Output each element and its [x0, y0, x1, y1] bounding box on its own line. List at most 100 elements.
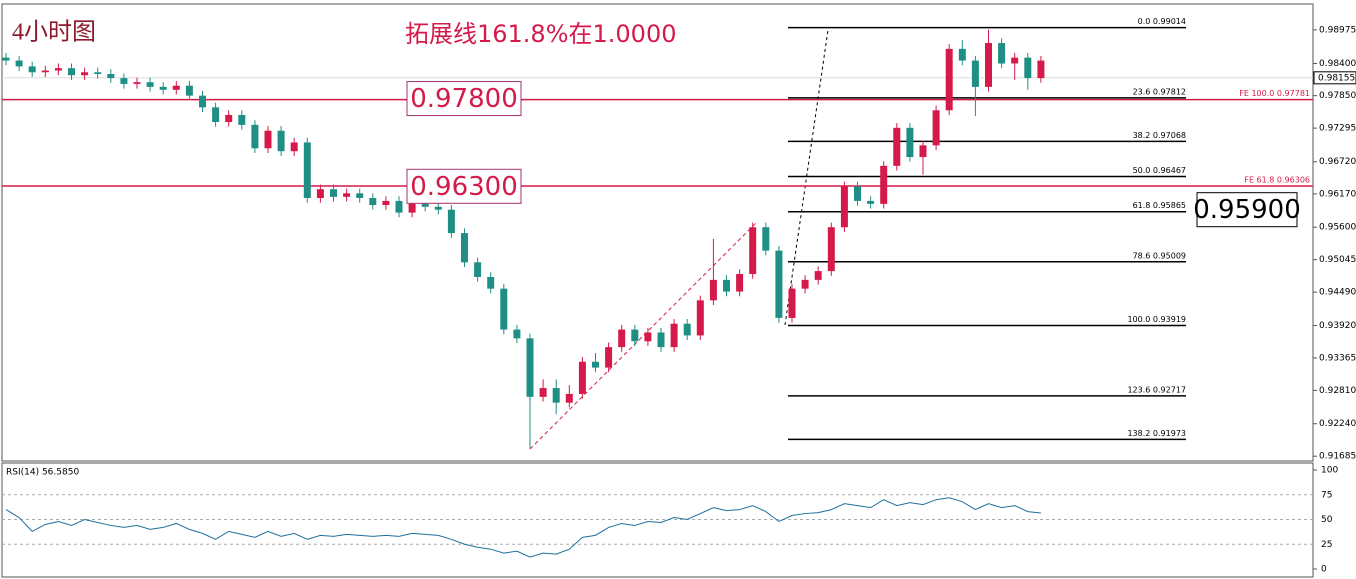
candle-body	[395, 200, 403, 213]
candle-body	[723, 279, 730, 292]
annotation-box	[406, 81, 522, 117]
candle-body	[107, 74, 115, 79]
candle-body	[1024, 57, 1032, 79]
candle-body	[605, 347, 613, 368]
candle-body	[382, 200, 390, 206]
fib-label: 0.0 0.99014	[1138, 17, 1186, 26]
rsi-label: RSI(14) 56.5850	[6, 468, 79, 478]
y-tick-label: 0.92240	[1319, 419, 1356, 429]
y-tick-label: 0.96720	[1319, 157, 1356, 167]
candle-body	[41, 70, 49, 73]
candle-body	[172, 85, 180, 90]
y-tick-label: 0.96170	[1319, 189, 1356, 199]
trend-line	[529, 221, 758, 450]
annotation-label: 0.96300	[410, 172, 518, 202]
chart-title: 4小时图	[12, 19, 96, 46]
annotation-box	[406, 168, 522, 204]
candle-body	[343, 193, 351, 197]
y-tick-label: 0.95600	[1319, 223, 1356, 233]
candle-body	[238, 114, 246, 125]
candle-body	[159, 86, 167, 90]
candle-body	[945, 48, 953, 111]
fib-label: 123.6 0.92717	[1127, 385, 1186, 394]
main-panel	[1, 3, 1314, 462]
y-tick-label: 0.93365	[1319, 353, 1356, 363]
candle-body	[854, 186, 861, 201]
candle-body	[330, 189, 337, 197]
candle-body	[958, 48, 966, 61]
fib-label: 38.2 0.97068	[1133, 131, 1186, 140]
candle-body	[81, 72, 89, 76]
candle-body	[1037, 60, 1045, 79]
annotation-label: 0.95900	[1193, 195, 1301, 225]
candle-body	[54, 68, 62, 71]
candle-body	[15, 60, 23, 67]
candle-body	[814, 271, 822, 280]
candle-body	[500, 288, 508, 330]
candle-body	[133, 82, 141, 84]
candle-body	[867, 200, 875, 204]
candle-body	[290, 142, 298, 152]
candle-body	[408, 203, 416, 213]
y-tick-label: 0.98400	[1319, 59, 1356, 69]
candle-body	[2, 57, 10, 61]
candle-body	[225, 114, 233, 122]
candle-body	[552, 388, 560, 403]
last-price-label: 0.98155	[1318, 73, 1355, 83]
candle-body	[592, 361, 599, 368]
candle-body	[840, 186, 848, 228]
candle-body	[356, 193, 364, 198]
fib-label: 78.6 0.95009	[1133, 251, 1186, 260]
candle-body	[880, 165, 888, 204]
y-tick-label: 0.98975	[1319, 25, 1356, 35]
y-tick-label: 100	[1321, 466, 1338, 476]
candle-body	[788, 288, 796, 318]
candle-body	[827, 227, 835, 272]
candle-body	[369, 197, 377, 206]
candle-body	[251, 124, 259, 149]
candle-body	[906, 127, 914, 158]
y-tick-label: 0.97295	[1319, 124, 1356, 134]
candle-body	[94, 72, 102, 75]
y-tick-label: 75	[1321, 490, 1332, 500]
candle-body	[932, 110, 940, 146]
candle-body	[68, 68, 75, 76]
last-price-box	[1313, 71, 1356, 85]
y-tick-label: 0.95045	[1319, 255, 1356, 265]
candle-body	[146, 82, 154, 87]
fib-label: 23.6 0.97812	[1133, 87, 1186, 96]
y-tick-label: 0.94490	[1319, 288, 1356, 298]
fib-label: 61.8 0.95865	[1133, 201, 1186, 210]
y-tick-label: 0.93920	[1319, 321, 1356, 331]
candle-body	[421, 203, 429, 207]
candle-body	[631, 329, 639, 342]
candle-body	[893, 127, 901, 166]
candle-body	[316, 189, 324, 198]
candle-body	[447, 209, 455, 234]
fib-label: 100.0 0.93919	[1127, 315, 1186, 324]
y-tick-label: 0	[1321, 565, 1327, 575]
candle-body	[1011, 57, 1019, 64]
candle-body	[303, 142, 311, 198]
candle-body	[749, 227, 757, 275]
candle-body	[513, 329, 521, 339]
candle-body	[657, 332, 665, 348]
trend-line	[784, 29, 829, 326]
candle-body	[644, 332, 652, 342]
candle-body	[919, 145, 927, 158]
candle-body	[801, 279, 809, 289]
candle-body	[199, 95, 206, 108]
candle-body	[120, 78, 128, 84]
candle-body	[985, 43, 992, 87]
rsi-line	[5, 497, 1041, 558]
candle-body	[277, 130, 285, 152]
candle-body	[264, 130, 272, 149]
candle-body	[212, 107, 220, 122]
annotation-box	[1196, 192, 1298, 228]
y-tick-label: 0.92810	[1319, 386, 1356, 396]
y-tick-label: 25	[1321, 540, 1332, 550]
candle-body	[736, 274, 744, 292]
candle-body	[539, 388, 547, 397]
